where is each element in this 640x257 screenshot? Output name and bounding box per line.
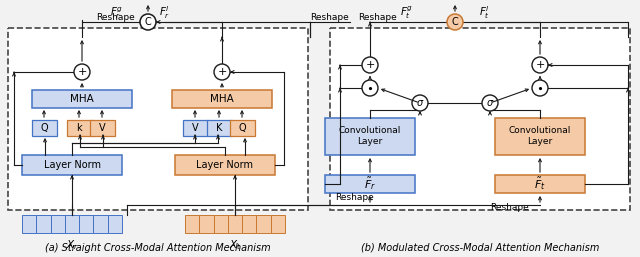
Text: C: C xyxy=(145,17,152,27)
Bar xyxy=(271,215,285,233)
Text: $\tilde{F}_r$: $\tilde{F}_r$ xyxy=(364,176,376,192)
Text: $F_r^l$: $F_r^l$ xyxy=(159,5,171,21)
Text: Q: Q xyxy=(238,123,246,133)
Circle shape xyxy=(447,14,463,30)
Bar xyxy=(172,90,272,108)
Bar xyxy=(93,215,108,233)
Bar xyxy=(183,120,208,136)
Bar xyxy=(22,155,122,175)
Circle shape xyxy=(362,80,378,96)
Bar xyxy=(325,118,415,155)
Text: $\tilde{F}_t$: $\tilde{F}_t$ xyxy=(534,176,546,192)
Text: (b) Modulated Cross-Modal Attention Mechanism: (b) Modulated Cross-Modal Attention Mech… xyxy=(361,243,599,253)
Text: $F_t^l$: $F_t^l$ xyxy=(479,5,490,21)
Bar xyxy=(228,215,242,233)
Bar xyxy=(242,215,257,233)
Bar xyxy=(108,215,122,233)
Bar xyxy=(32,120,57,136)
Bar xyxy=(90,120,115,136)
Circle shape xyxy=(74,64,90,80)
Text: MHA: MHA xyxy=(70,94,94,104)
Text: C: C xyxy=(452,17,458,27)
Circle shape xyxy=(482,95,498,111)
Text: +: + xyxy=(365,60,374,70)
Circle shape xyxy=(214,64,230,80)
Bar xyxy=(495,175,585,193)
Bar xyxy=(67,120,92,136)
Text: Convolutional
Layer: Convolutional Layer xyxy=(339,126,401,146)
Text: Layer Norm: Layer Norm xyxy=(44,160,100,170)
Bar xyxy=(8,28,308,210)
Text: MHA: MHA xyxy=(210,94,234,104)
Text: $\sigma$: $\sigma$ xyxy=(416,98,424,108)
Text: $\sigma$: $\sigma$ xyxy=(486,98,494,108)
Text: Reshape: Reshape xyxy=(490,203,529,212)
Bar xyxy=(185,215,199,233)
Text: V: V xyxy=(99,123,106,133)
Bar xyxy=(32,90,132,108)
Bar xyxy=(51,215,65,233)
Text: V: V xyxy=(192,123,198,133)
Circle shape xyxy=(412,95,428,111)
Bar xyxy=(207,120,232,136)
Text: k: k xyxy=(76,123,82,133)
Text: $F_t^g$: $F_t^g$ xyxy=(401,5,413,21)
Circle shape xyxy=(140,14,156,30)
Text: K: K xyxy=(216,123,222,133)
Bar xyxy=(495,118,585,155)
Circle shape xyxy=(532,57,548,73)
Text: Reshape: Reshape xyxy=(96,13,135,22)
Text: Reshape: Reshape xyxy=(310,13,349,22)
Text: +: + xyxy=(218,67,227,77)
Text: $X_t$: $X_t$ xyxy=(228,238,241,252)
Bar xyxy=(79,215,93,233)
Text: Layer Norm: Layer Norm xyxy=(196,160,253,170)
Text: Q: Q xyxy=(40,123,48,133)
Bar xyxy=(36,215,51,233)
Text: Convolutional
Layer: Convolutional Layer xyxy=(509,126,571,146)
Text: Reshape: Reshape xyxy=(358,13,397,22)
Text: +: + xyxy=(77,67,86,77)
Bar xyxy=(175,155,275,175)
Bar xyxy=(199,215,214,233)
Bar xyxy=(257,215,271,233)
Bar xyxy=(214,215,228,233)
Text: $\bullet$: $\bullet$ xyxy=(536,83,543,93)
Circle shape xyxy=(532,80,548,96)
Bar xyxy=(230,120,255,136)
Text: $F_r^g$: $F_r^g$ xyxy=(111,5,124,21)
Text: (a) Straight Cross-Modal Attention Mechanism: (a) Straight Cross-Modal Attention Mecha… xyxy=(45,243,271,253)
Text: $X_r$: $X_r$ xyxy=(65,238,79,252)
Text: +: + xyxy=(535,60,545,70)
Bar xyxy=(22,215,36,233)
Bar xyxy=(65,215,79,233)
Text: $\bullet$: $\bullet$ xyxy=(367,83,374,93)
Bar xyxy=(330,28,630,210)
Bar xyxy=(325,175,415,193)
Text: Reshape: Reshape xyxy=(335,192,374,201)
Circle shape xyxy=(362,57,378,73)
